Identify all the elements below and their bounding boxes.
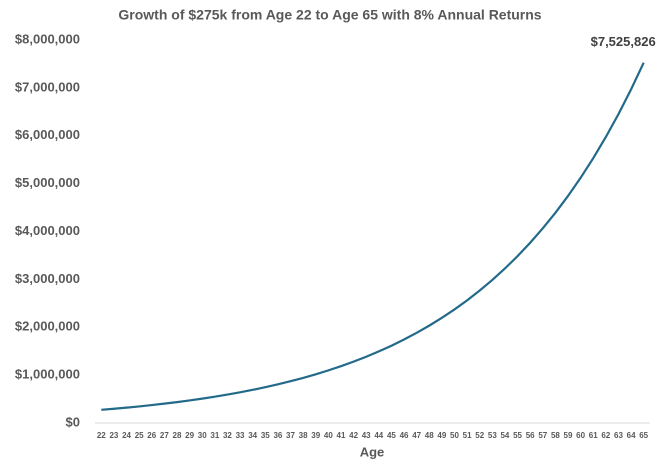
- x-tick-label: 22: [97, 431, 106, 440]
- x-tick-label: 58: [551, 431, 560, 440]
- x-tick-label: 39: [311, 431, 320, 440]
- x-tick-label: 30: [198, 431, 207, 440]
- x-tick-label: 60: [576, 431, 585, 440]
- x-tick-label: 37: [286, 431, 295, 440]
- x-tick-label: 35: [261, 431, 270, 440]
- x-tick-label: 33: [236, 431, 245, 440]
- x-tick-label: 32: [223, 431, 232, 440]
- chart-title: Growth of $275k from Age 22 to Age 65 wi…: [118, 7, 541, 23]
- y-tick-label: $0: [66, 414, 80, 429]
- x-tick-label: 45: [387, 431, 396, 440]
- x-tick-label: 50: [450, 431, 459, 440]
- x-tick-label: 31: [210, 431, 219, 440]
- x-tick-label: 23: [109, 431, 118, 440]
- y-tick-label: $3,000,000: [15, 271, 80, 286]
- x-tick-label: 61: [589, 431, 598, 440]
- data-label: $7,525,826: [591, 34, 656, 49]
- y-tick-label: $8,000,000: [15, 31, 80, 46]
- x-tick-label: 59: [564, 431, 573, 440]
- x-tick-label: 56: [526, 431, 535, 440]
- x-tick-label: 57: [538, 431, 547, 440]
- x-tick-label: 38: [299, 431, 308, 440]
- x-tick-label: 28: [173, 431, 182, 440]
- x-tick-label: 24: [122, 431, 131, 440]
- x-tick-label: 36: [273, 431, 282, 440]
- x-tick-label: 65: [639, 431, 648, 440]
- x-tick-label: 43: [362, 431, 371, 440]
- x-tick-label: 44: [374, 431, 383, 440]
- x-tick-label: 40: [324, 431, 333, 440]
- x-tick-label: 47: [412, 431, 421, 440]
- x-tick-label: 54: [500, 431, 509, 440]
- x-tick-label: 27: [160, 431, 169, 440]
- x-tick-label: 26: [147, 431, 156, 440]
- x-tick-label: 55: [513, 431, 522, 440]
- x-tick-label: 49: [437, 431, 446, 440]
- y-tick-label: $1,000,000: [15, 367, 80, 382]
- y-tick-label: $6,000,000: [15, 127, 80, 142]
- x-axis-title: Age: [360, 444, 385, 459]
- x-tick-label: 53: [488, 431, 497, 440]
- x-tick-label: 34: [248, 431, 257, 440]
- x-tick-label: 52: [475, 431, 484, 440]
- line-series: [101, 62, 645, 411]
- x-tick-label: 25: [135, 431, 144, 440]
- y-tick-label: $2,000,000: [15, 319, 80, 334]
- x-tick-label: 29: [185, 431, 194, 440]
- x-tick-label: 42: [349, 431, 358, 440]
- y-tick-label: $4,000,000: [15, 223, 80, 238]
- x-tick-label: 64: [627, 431, 636, 440]
- x-tick-label: 63: [614, 431, 623, 440]
- y-tick-label: $7,000,000: [15, 79, 80, 94]
- x-tick-label: 62: [601, 431, 610, 440]
- x-tick-label: 51: [463, 431, 472, 440]
- x-tick-label: 46: [400, 431, 409, 440]
- x-tick-label: 41: [337, 431, 346, 440]
- y-tick-label: $5,000,000: [15, 175, 80, 190]
- x-tick-label: 48: [425, 431, 434, 440]
